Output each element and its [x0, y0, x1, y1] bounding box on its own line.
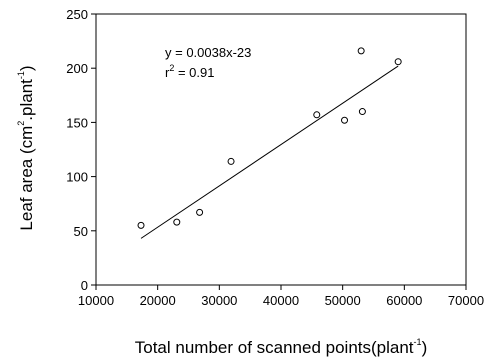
- r-squared-label: r2 = 0.91: [165, 63, 214, 80]
- x-tick-label: 40000: [263, 293, 299, 308]
- y-tick-label: 150: [66, 115, 88, 130]
- r-squared-value: = 0.91: [174, 65, 214, 80]
- data-point: [395, 59, 401, 65]
- y-tick-label: 250: [66, 7, 88, 22]
- x-axis-ticks: 10000 20000 30000 40000 50000 60000 70000: [78, 285, 484, 308]
- y-axis-title-text: Leaf area (cm: [17, 126, 36, 231]
- x-axis-title-text: Total number of scanned points(plant: [135, 338, 414, 357]
- x-tick-label: 70000: [448, 293, 484, 308]
- x-axis-title-superscript: -1: [414, 337, 422, 347]
- x-tick-label: 10000: [78, 293, 114, 308]
- y-axis-title-middle: .plant: [17, 79, 36, 121]
- data-point: [359, 109, 365, 115]
- regression-line: [141, 66, 398, 238]
- x-axis-title: Total number of scanned points(plant-1): [135, 337, 427, 357]
- y-tick-label: 0: [81, 278, 88, 293]
- y-axis-title-sup-2: -1: [16, 71, 26, 79]
- y-axis-title: Leaf area (cm2.plant-1): [16, 65, 36, 230]
- data-point: [358, 48, 364, 54]
- x-axis-title-suffix: ): [422, 338, 428, 357]
- data-point: [228, 158, 234, 164]
- data-point: [197, 209, 203, 215]
- y-tick-label: 50: [74, 224, 88, 239]
- data-point: [314, 112, 320, 118]
- equation-label: y = 0.0038x-23: [165, 45, 251, 60]
- x-tick-label: 30000: [201, 293, 237, 308]
- y-tick-label: 200: [66, 61, 88, 76]
- y-axis-ticks: 0 50 100 150 200 250: [66, 7, 96, 293]
- plot-area: [96, 14, 466, 285]
- x-tick-label: 20000: [140, 293, 176, 308]
- data-point: [174, 219, 180, 225]
- y-tick-label: 100: [66, 170, 88, 185]
- data-point: [138, 222, 144, 228]
- x-tick-label: 60000: [386, 293, 422, 308]
- x-tick-label: 50000: [325, 293, 361, 308]
- data-point: [342, 117, 348, 123]
- y-axis-title-suffix: ): [17, 65, 36, 71]
- plot-frame: [96, 14, 466, 285]
